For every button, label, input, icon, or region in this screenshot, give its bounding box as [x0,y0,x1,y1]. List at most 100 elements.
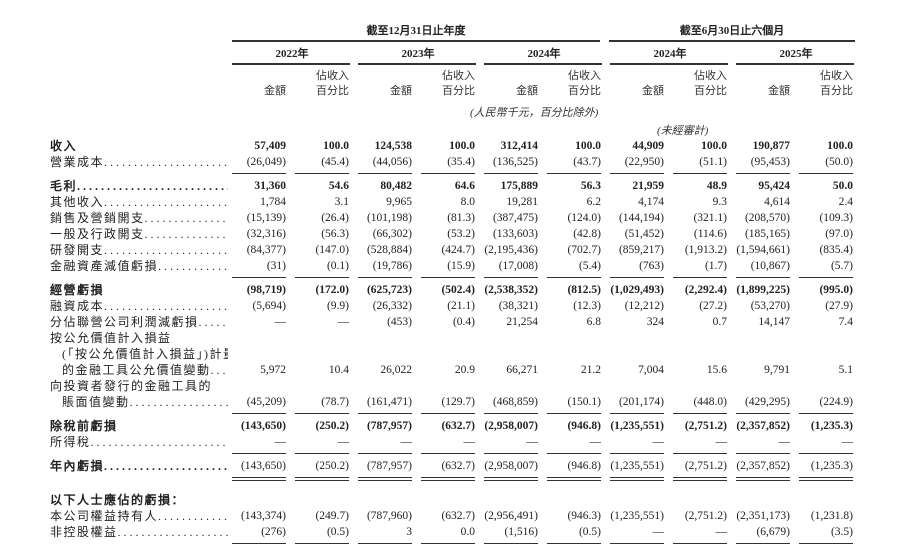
amount-cell: (15,139) [246,212,286,224]
row-label-text: 本公司權益持有人 [50,509,159,523]
pct-cell: 5.1 [838,364,853,376]
pct-cell: (42.8) [573,228,601,240]
pct-cell: (632.7) [441,510,475,522]
amount-cell: (625,723) [366,284,412,296]
amount-column-header: 金額 [768,85,790,97]
pct-header-line2: 百分比 [316,85,349,97]
amount-cell: 4,614 [764,196,790,208]
amount-cell: (1,594,661) [736,244,790,256]
amount-cell: (31) [266,260,286,272]
pct-cell: (172.0) [315,284,349,296]
pct-cell: (0.4) [452,316,475,328]
period-half-year: 截至6月30日止六個月 [679,25,785,37]
pct-cell: (97.0) [825,228,853,240]
pct-cell: (250.2) [315,460,349,472]
amount-cell: 95,424 [758,180,790,192]
pct-cell: (1,913.2) [684,244,727,256]
row-label-text: 其他收入 [50,195,105,209]
pct-cell: (56.3) [321,228,349,240]
pct-cell: — [715,436,728,448]
amount-cell: 324 [646,316,664,328]
pct-cell: (946.8) [567,460,601,472]
pct-cell: (835.4) [819,244,853,256]
leader-dots [104,194,228,210]
pct-cell: (321.1) [693,212,727,224]
pct-cell: (224.9) [819,396,853,408]
table-row: (「按公允價值計入損益」)計量 [0,346,900,362]
leader-dots [77,178,228,194]
header-rule [232,40,600,42]
amount-cell: 57,409 [254,140,286,152]
pct-cell: (15.9) [447,260,475,272]
row-label: 銷售及營銷開支 [50,210,228,226]
amount-cell: 14,147 [758,316,790,328]
amount-cell: (2,351,173) [736,510,790,522]
amount-cell: (1,516) [504,526,538,538]
leader-dots [104,154,228,170]
amount-cell: 175,889 [500,180,538,192]
row-label-text: 經營虧損 [50,283,105,297]
amount-column-header: 金額 [516,85,538,97]
amount-cell: (26,049) [246,156,286,168]
pct-cell: (250.2) [315,420,349,432]
table-row: 其他收入 1,784 3.1 9,965 8.0 19,281 6.2 4,174 9.3 4,6… [0,194,900,210]
pct-cell: (114.6) [693,228,727,240]
amount-cell: (53,270) [750,300,790,312]
pct-cell: 3.1 [334,196,349,208]
amount-cell: 21,254 [506,316,538,328]
pct-cell: (1,231.8) [810,510,853,522]
year-header: 2023年 [401,48,435,60]
amount-cell: (17,008) [498,260,538,272]
pct-cell: (0.5) [326,526,349,538]
amount-cell: (387,475) [492,212,538,224]
amount-cell: (66,302) [372,228,412,240]
pct-cell: (1.7) [704,260,727,272]
amount-cell: 124,538 [374,140,412,152]
row-label-text: (「按公允價值計入損益」)計量 [62,347,228,361]
pct-header-line2: 百分比 [694,85,727,97]
row-label-text: 非控股權益 [50,525,118,539]
leader-dots [211,362,228,378]
row-label-text: 以下人士應佔的虧損： [50,493,186,507]
leader-dots [145,226,228,242]
pct-cell: (2,751.2) [684,420,727,432]
amount-cell: — [778,436,791,448]
pct-column-header: 佔收入 百分比 [419,69,475,99]
pct-cell: 21.2 [580,364,601,376]
amount-cell: 80,482 [380,180,412,192]
amount-cell: (276) [261,526,286,538]
pct-cell: (502.4) [441,284,475,296]
pct-cell: 9.3 [712,196,727,208]
pct-cell: (124.0) [567,212,601,224]
row-label: 本公司權益持有人 [50,508,228,524]
pct-cell: (12.3) [573,300,601,312]
pct-cell: (5.7) [830,260,853,272]
pct-cell: (35.4) [447,156,475,168]
leader-dots [158,508,228,524]
pct-cell: (1,235.3) [810,460,853,472]
pct-cell: 10.4 [328,364,349,376]
pct-cell: — [715,526,728,538]
pct-cell: 100.0 [701,140,727,152]
pct-header-line1: 佔收入 [442,70,475,82]
pct-column-header: 佔收入 百分比 [293,69,349,99]
pct-cell: (129.7) [441,396,475,408]
amount-cell: (143,650) [240,460,286,472]
amount-cell: 26,022 [380,364,412,376]
pct-cell: 7.4 [838,316,853,328]
pct-header-line1: 佔收入 [820,70,853,82]
row-label: 經營虧損 [50,282,228,298]
pct-cell: (78.7) [321,396,349,408]
row-label: 所得稅 [50,434,228,450]
double-underline [0,474,900,486]
pct-column-header: 佔收入 百分比 [671,69,727,99]
pct-header-line2: 百分比 [442,85,475,97]
year-header: 2025年 [779,48,813,60]
amount-cell: 66,271 [506,364,538,376]
amount-cell: 21,959 [632,180,664,192]
header-rule [609,40,855,42]
amount-column-header: 金額 [264,85,286,97]
amount-cell: 312,414 [500,140,538,152]
table-row: 賬面值變動 (45,209) (78.7) (161,471) (129.7) (468,… [0,394,900,410]
pct-cell: (812.5) [567,284,601,296]
